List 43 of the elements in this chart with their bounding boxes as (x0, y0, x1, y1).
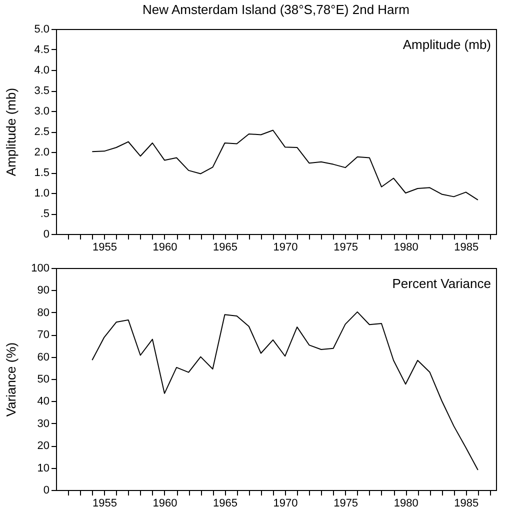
y-tick-label: 5.0 (34, 24, 50, 36)
y-tick-label: 80 (37, 306, 50, 319)
y-axis-title: Amplitude (mb) (4, 88, 18, 176)
x-tick-label: 1975 (334, 498, 358, 510)
x-tick-label: 1965 (213, 498, 238, 510)
y-tick-label: 70 (37, 329, 50, 342)
chart-title: New Amsterdam Island (38°S,78°E) 2nd Harm (142, 2, 410, 17)
x-tick-label: 1980 (394, 242, 418, 254)
x-tick-label: 1960 (152, 498, 178, 510)
y-tick-label: .5 (40, 208, 50, 220)
y-axis-title: Variance (%) (4, 342, 18, 417)
y-tick-label: 30 (37, 418, 50, 430)
x-tick-label: 1955 (92, 498, 117, 510)
y-tick-label: 100 (31, 262, 50, 274)
line-series (92, 130, 478, 200)
x-tick-label: 1985 (454, 242, 479, 254)
y-tick-label: 0 (43, 484, 50, 496)
x-tick-label: 1985 (454, 498, 479, 510)
y-tick-label: 3.5 (34, 85, 50, 97)
y-tick-label: 4.5 (34, 44, 50, 56)
y-tick-label: 1.0 (34, 188, 50, 200)
y-tick-label: 3.0 (34, 106, 50, 118)
y-tick-label: 1.5 (34, 167, 50, 179)
y-tick-label: 60 (37, 351, 50, 364)
y-tick-label: 40 (37, 396, 50, 408)
y-tick-label: 10 (37, 462, 50, 474)
x-tick-label: 1955 (92, 242, 117, 254)
annotation: Percent Variance (392, 276, 491, 291)
y-tick-label: 90 (37, 284, 50, 297)
y-tick-label: 2.5 (34, 126, 50, 138)
annotation: Amplitude (mb) (402, 37, 491, 52)
y-tick-label: 2.0 (34, 146, 50, 158)
line-series (92, 311, 478, 471)
x-tick-label: 1965 (213, 242, 238, 254)
x-tick-label: 1975 (334, 242, 358, 254)
x-tick-label: 1970 (273, 498, 298, 510)
y-tick-label: 50 (37, 374, 50, 386)
x-tick-label: 1970 (273, 242, 298, 254)
x-tick-label: 1960 (152, 242, 178, 254)
x-tick-label: 1980 (394, 498, 418, 510)
y-tick-label: 20 (37, 440, 50, 452)
y-tick-label: 0 (43, 228, 50, 240)
y-tick-label: 4.0 (34, 64, 50, 76)
